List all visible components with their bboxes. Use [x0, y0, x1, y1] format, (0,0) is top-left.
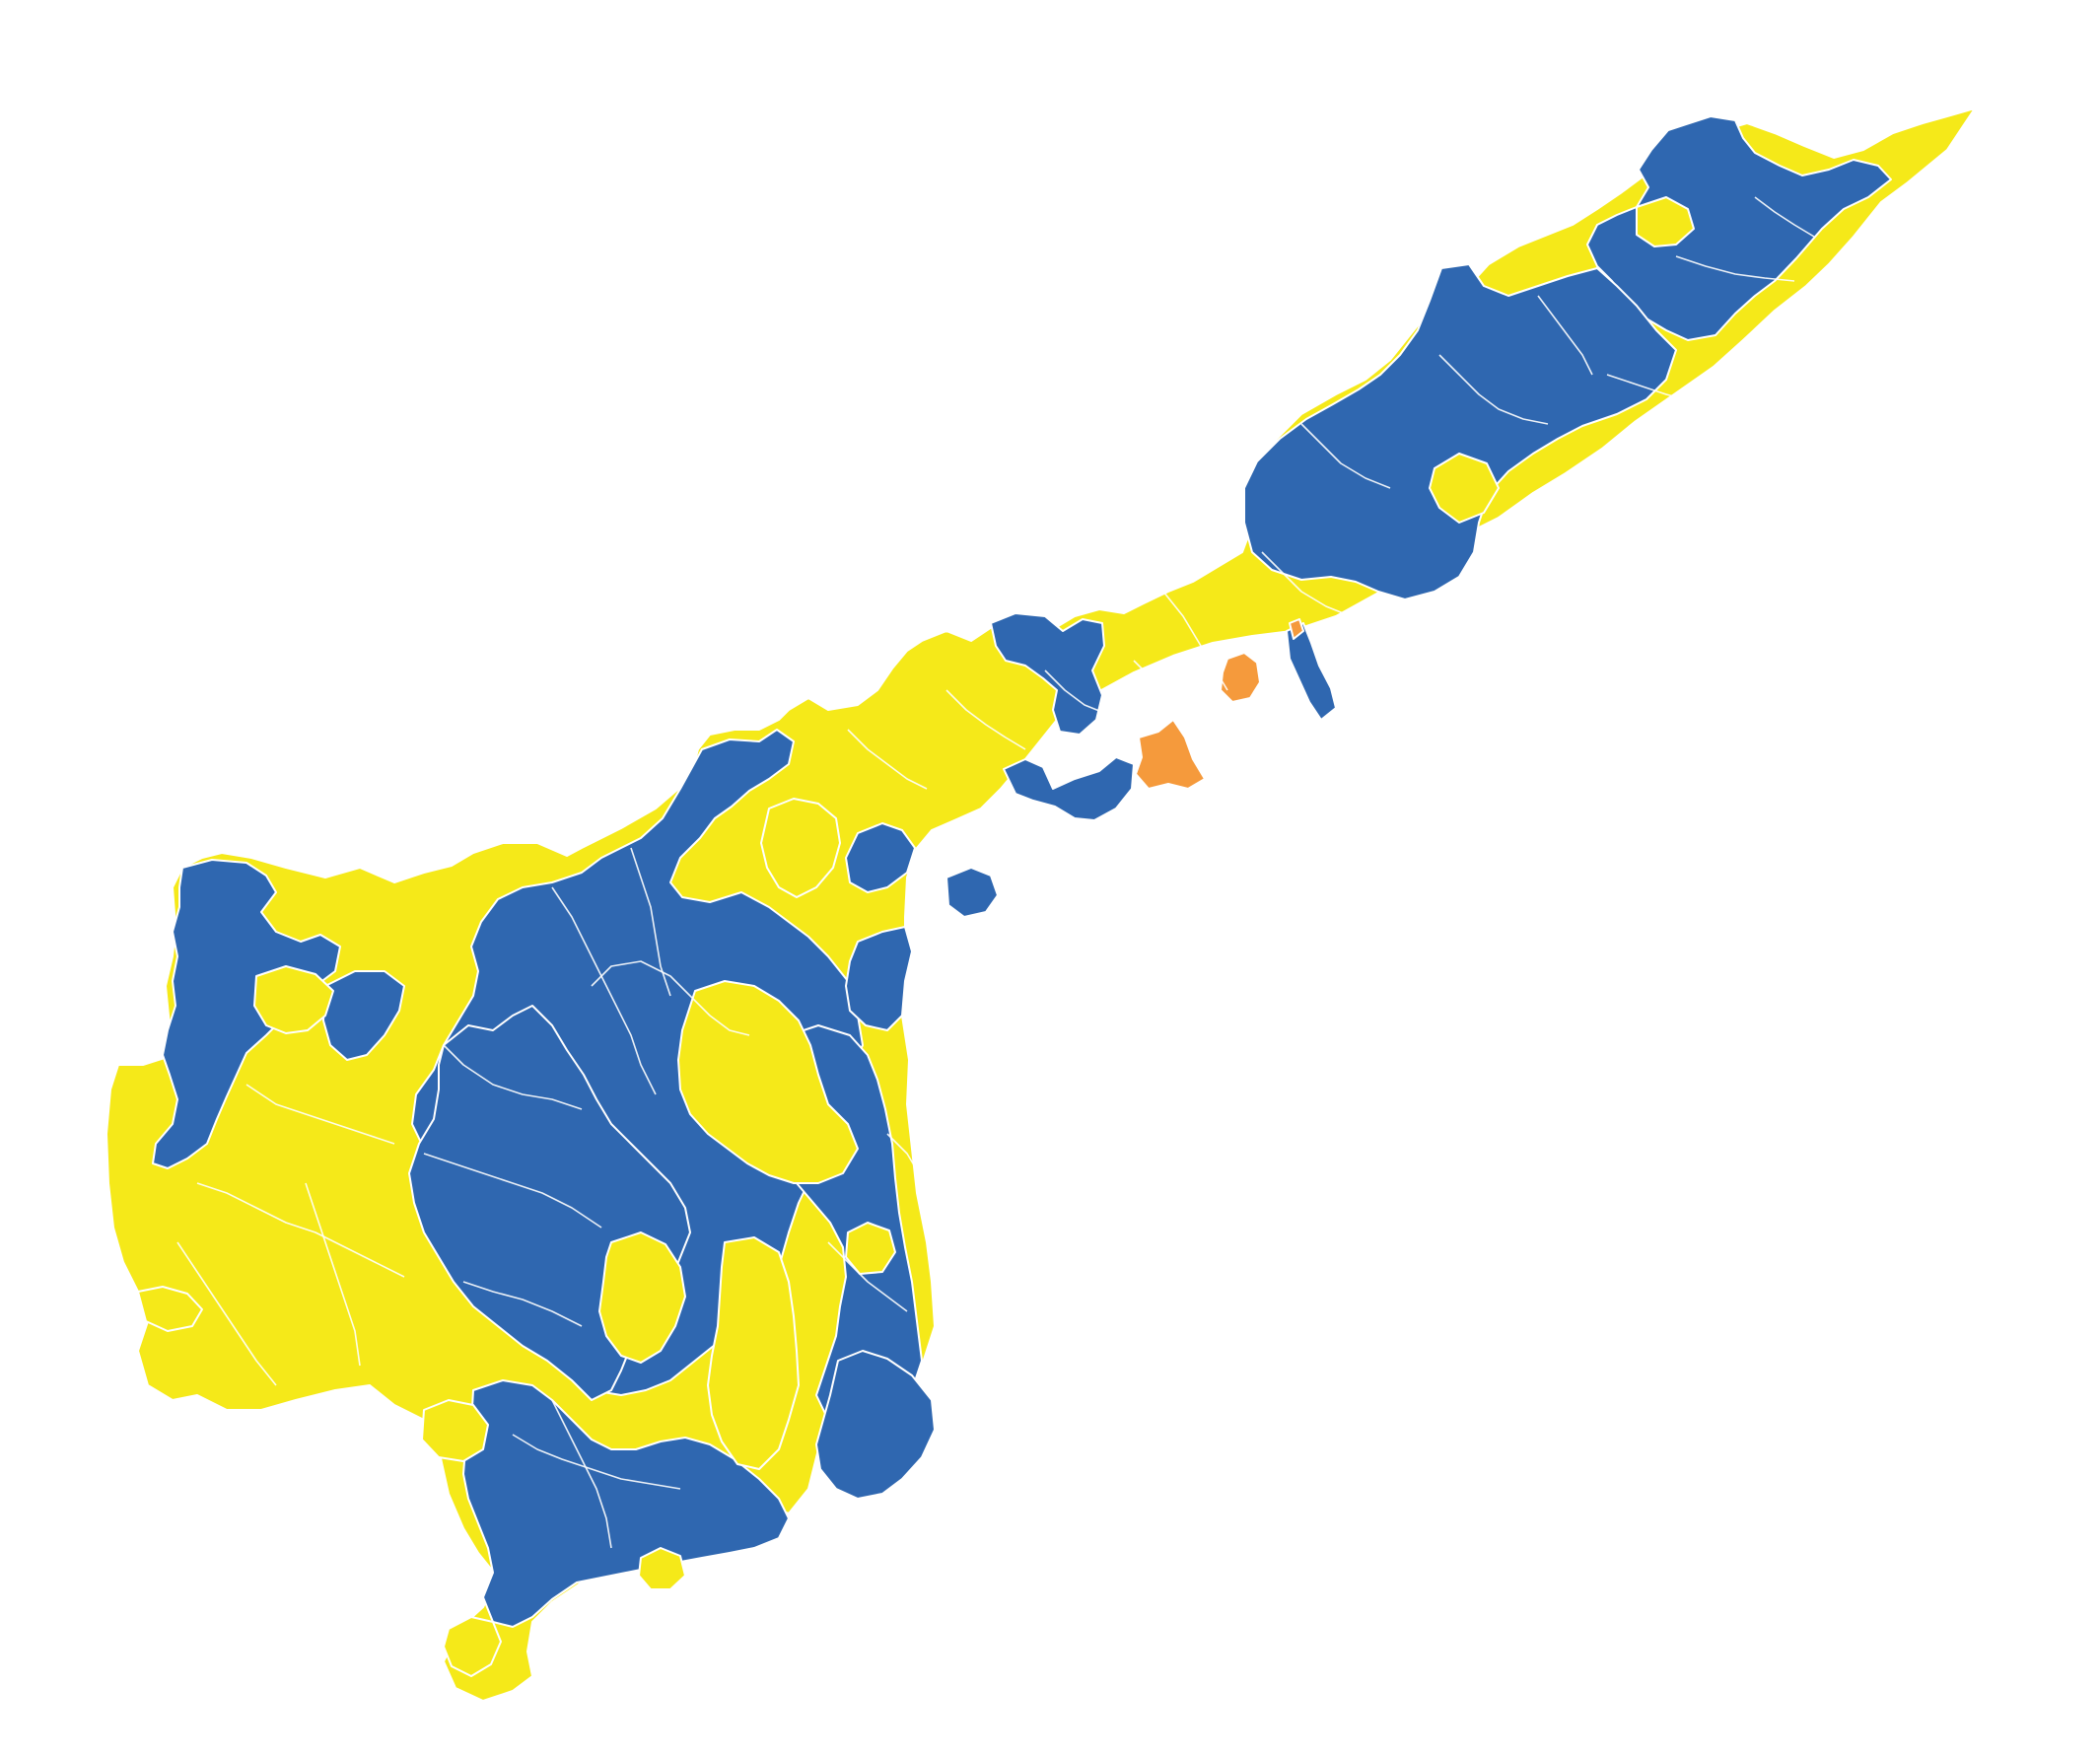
island-prakasam-3 — [845, 1222, 896, 1275]
region-chittoor-lower — [462, 1379, 790, 1628]
region-krishna-patch — [945, 867, 999, 918]
region-palnadu-strip — [845, 822, 916, 893]
region-visakha-coast-pocket — [1429, 453, 1500, 524]
region-godavari-upland — [1003, 756, 1135, 821]
island-kurnool-white-gap — [137, 1286, 203, 1332]
island-south-tip — [443, 1616, 502, 1677]
island-chittoor-2 — [638, 1547, 686, 1590]
state-outline — [105, 107, 1976, 1702]
region-orange-3 — [1289, 618, 1304, 640]
region-northeast-pocket — [1636, 196, 1695, 247]
region-kurnool-northwest-b — [322, 970, 405, 1061]
division-lines — [176, 196, 1815, 1549]
island-west-1 — [253, 965, 334, 1034]
region-south-coast — [815, 1350, 936, 1500]
region-north-strip-b — [1286, 622, 1337, 721]
island-prakasam-2 — [760, 798, 841, 898]
region-orange-1 — [1135, 719, 1206, 790]
region-orange-2 — [1220, 652, 1261, 703]
region-visakha-agency — [1243, 263, 1677, 600]
island-prakasam-1 — [677, 980, 859, 1184]
region-northeast-agency — [1586, 115, 1892, 341]
region-ongole-strip — [845, 926, 913, 1031]
island-nellore-1 — [707, 1236, 800, 1470]
island-chittoor-1 — [421, 1399, 489, 1462]
island-kadapa-1 — [598, 1231, 686, 1364]
region-kurnool-north — [152, 859, 341, 1169]
